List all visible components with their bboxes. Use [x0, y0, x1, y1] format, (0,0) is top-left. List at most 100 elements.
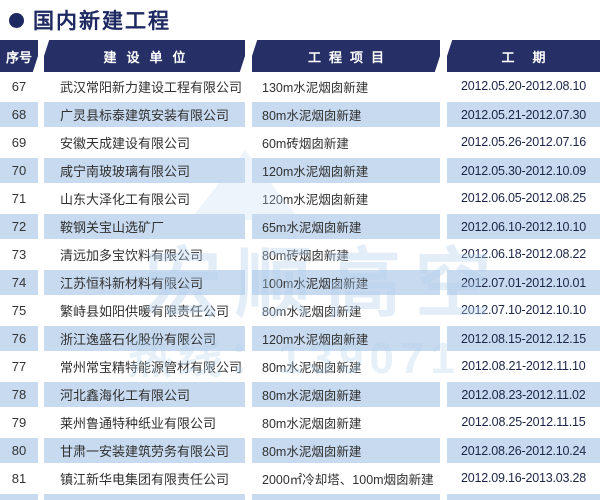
- table-body: 67 武汉常阳新力建设工程有限公司 130m水泥烟囱新建 2012.05.20-…: [0, 72, 600, 500]
- cell-company-name: 莱州鲁通特种纸业有限公司: [60, 415, 217, 431]
- cell-construction-period: 2012.08.23-2012.11.02: [447, 380, 600, 408]
- cell-project-name: 80m水泥烟囱新建: [262, 304, 362, 319]
- page-title-bar: 国内新建工程: [0, 0, 600, 40]
- page-title: 国内新建工程: [33, 10, 171, 33]
- cell-construction-period: 2012.06.18-2012.08.22: [460, 247, 587, 261]
- table-row: 68 广灵县标泰建筑安装有限公司 80m水泥烟囱新建 2012.05.21-20…: [0, 100, 600, 128]
- cell-project-name: 100m水泥烟囱新建: [252, 268, 440, 296]
- column-gap: [38, 212, 44, 240]
- cell-row-number: 73: [11, 246, 27, 262]
- table-row: 79 莱州鲁通特种纸业有限公司 80m水泥烟囱新建 2012.08.25-201…: [0, 408, 600, 436]
- table-row: 76 浙江逸盛石化股份有限公司 120m水泥烟囱新建 2012.08.15-20…: [0, 324, 600, 352]
- cell-construction-period: 2012.08.21-2012.11.10: [461, 359, 586, 373]
- cell-company-name: 山东大泽化工有限公司: [60, 191, 191, 207]
- column-gap: [245, 240, 252, 268]
- cell-company-name: 安徽天成建设有限公司: [60, 135, 191, 151]
- cell-construction-period: 2012.05.20-2012.08.10: [460, 79, 587, 93]
- cell-row-number: 67: [11, 78, 27, 94]
- cell-company-name: 咸宁南玻玻璃有限公司: [44, 156, 245, 184]
- cell-construction-period: 2012.07.01-2012.10.01: [447, 268, 600, 296]
- column-gap: [440, 100, 447, 128]
- cell-project-name: 120m水泥烟囱新建: [252, 324, 440, 352]
- cell-project-name: 120m水泥烟囱新建: [262, 192, 369, 207]
- cell-project-name: 80m水泥烟囱新建: [252, 100, 440, 128]
- table-row: 77 常州常宝精特能源管材有限公司 80m水泥烟囱新建 2012.08.21-2…: [0, 352, 600, 380]
- header-col-company: 建设单位: [44, 40, 245, 72]
- table-row: 74 江苏恒科新材料有限公司 100m水泥烟囱新建 2012.07.01-201…: [0, 268, 600, 296]
- cell-company-name: 江苏恒科新材料有限公司: [44, 268, 245, 296]
- column-gap: [38, 436, 44, 464]
- column-gap: [440, 268, 447, 296]
- column-gap: [245, 436, 252, 464]
- column-gap: [38, 184, 44, 212]
- cell-row-number: 78: [0, 380, 38, 408]
- column-gap: [38, 268, 44, 296]
- table-row: 73 清远加多宝饮料有限公司 80m砖烟囱新建 2012.06.18-2012.…: [0, 240, 600, 268]
- cell-row-number: 76: [0, 324, 38, 352]
- table-row: 80 甘肃一安装建筑劳务有限公司 80m水泥烟囱新建 2012.08.26-20…: [0, 436, 600, 464]
- column-gap: [38, 408, 44, 436]
- cell-construction-period: [447, 492, 600, 500]
- column-gap: [245, 324, 252, 352]
- column-gap: [245, 352, 252, 380]
- column-gap: [440, 72, 447, 100]
- column-gap: [440, 436, 447, 464]
- column-gap: [440, 464, 447, 492]
- column-gap: [245, 184, 252, 212]
- column-gap: [38, 380, 44, 408]
- cell-company-name: 鞍钢关宝山选矿厂: [44, 212, 245, 240]
- table-row: 70 咸宁南玻玻璃有限公司 120m水泥烟囱新建 2012.05.30-2012…: [0, 156, 600, 184]
- cell-construction-period: 2012.08.26-2012.10.24: [447, 436, 600, 464]
- cell-row-number: 81: [11, 470, 27, 486]
- cell-row-number: 68: [0, 100, 38, 128]
- cell-row-number: 74: [0, 268, 38, 296]
- column-gap: [245, 128, 252, 156]
- bullet-icon: [9, 12, 24, 28]
- header-col-period: 工期: [447, 40, 600, 72]
- cell-row-number: 77: [11, 358, 27, 374]
- column-gap: [245, 156, 252, 184]
- column-gap: [38, 352, 44, 380]
- cell-row-number: 71: [11, 190, 27, 206]
- cell-company-name: 浙江逸盛石化股份有限公司: [44, 324, 245, 352]
- cell-project-name: 80m砖烟囱新建: [262, 248, 349, 263]
- column-gap: [38, 128, 44, 156]
- cell-project-name: 80m水泥烟囱新建: [252, 436, 440, 464]
- table-row-partial: [0, 492, 600, 500]
- table-header: 序号 建设单位 工程项目 工期: [0, 40, 600, 72]
- column-gap: [440, 240, 447, 268]
- table-row: 67 武汉常阳新力建设工程有限公司 130m水泥烟囱新建 2012.05.20-…: [0, 72, 600, 100]
- cell-company-name: 繁峙县如阳供暖有限责任公司: [60, 303, 230, 319]
- cell-company-name: 常州常宝精特能源管材有限公司: [60, 359, 243, 375]
- column-gap: [245, 268, 252, 296]
- column-gap: [440, 184, 447, 212]
- cell-project-name: 2000㎡冷却塔、100m烟囱新建: [262, 472, 434, 487]
- column-gap: [38, 324, 44, 352]
- column-gap: [440, 128, 447, 156]
- cell-construction-period: 2012.05.26-2012.07.16: [460, 135, 587, 149]
- cell-row-number: [0, 492, 38, 500]
- cell-project-name: 130m水泥烟囱新建: [262, 80, 369, 95]
- cell-row-number: 75: [11, 302, 27, 318]
- cell-row-number: 80: [0, 436, 38, 464]
- cell-row-number: 79: [11, 414, 27, 430]
- column-gap: [245, 212, 252, 240]
- table-row: 72 鞍钢关宝山选矿厂 65m水泥烟囱新建 2012.06.10-2012.10…: [0, 212, 600, 240]
- column-gap: [440, 380, 447, 408]
- cell-construction-period: 2012.06.10-2012.10.10: [447, 212, 600, 240]
- cell-construction-period: 2012.08.15-2012.12.15: [447, 324, 600, 352]
- cell-company-name: 镇江新华电集团有限责任公司: [60, 471, 230, 487]
- cell-construction-period: 2012.07.10-2012.10.10: [460, 303, 587, 317]
- column-gap: [38, 72, 44, 100]
- column-gap: [38, 492, 44, 500]
- column-gap: [440, 408, 447, 436]
- cell-company-name: 清远加多宝饮料有限公司: [60, 247, 204, 263]
- column-gap: [245, 380, 252, 408]
- cell-project-name: 120m水泥烟囱新建: [252, 156, 440, 184]
- cell-row-number: 72: [0, 212, 38, 240]
- cell-company-name: 甘肃一安装建筑劳务有限公司: [44, 436, 245, 464]
- column-gap: [440, 352, 447, 380]
- cell-project-name: [252, 492, 440, 500]
- column-gap: [38, 100, 44, 128]
- cell-company-name: 河北鑫海化工有限公司: [44, 380, 245, 408]
